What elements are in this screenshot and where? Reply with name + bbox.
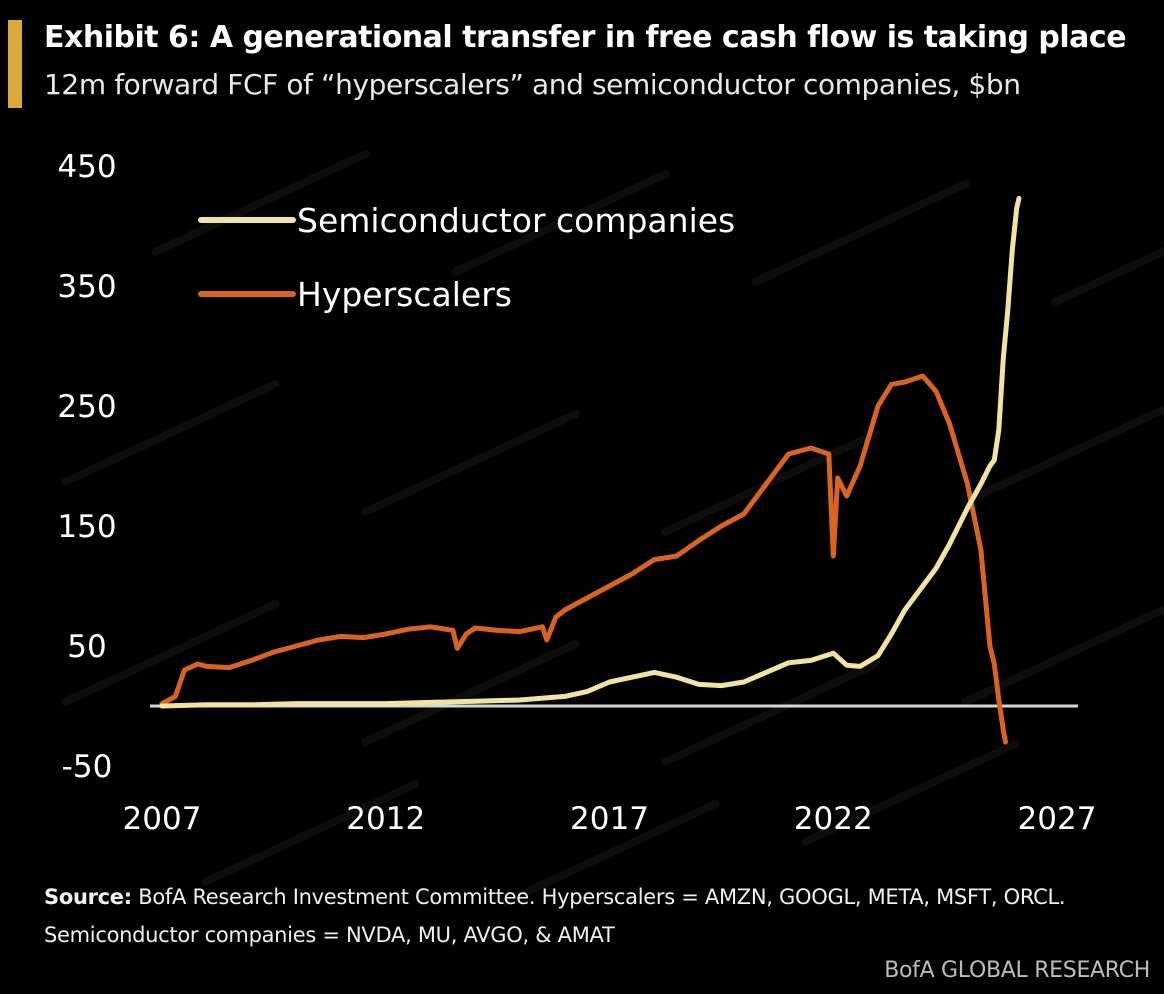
x-tick-label: 2017: [570, 801, 649, 837]
y-tick-label: 450: [57, 149, 116, 185]
watermark-mark: [961, 399, 1164, 506]
source-label: Source:: [44, 885, 132, 909]
watermark-mark: [61, 379, 280, 486]
watermark-mark: [661, 429, 880, 536]
source-note: Source: BofA Research Investment Committ…: [44, 878, 1154, 954]
series-line-hyperscalers: [159, 373, 1008, 745]
x-tick-label: 2012: [346, 801, 425, 837]
watermark-mark: [661, 659, 880, 766]
watermark-mark: [201, 779, 420, 886]
legend-label-semiconductor-companies: Semiconductor companies: [297, 201, 735, 240]
source-text-2: Semiconductor companies = NVDA, MU, AVGO…: [44, 923, 615, 947]
y-tick-label: -50: [62, 749, 113, 785]
watermark-mark: [451, 169, 670, 276]
branding-logo-text: BofA GLOBAL RESEARCH: [884, 958, 1150, 983]
watermark-mark: [151, 149, 370, 256]
y-tick-label: 150: [57, 509, 116, 545]
y-tick-label: 350: [57, 269, 116, 305]
source-text: BofA Research Investment Committee. Hype…: [138, 885, 1066, 909]
x-tick-label: 2022: [794, 801, 873, 837]
x-axis-ticks: 2007 2012 2017 2022 2027: [123, 801, 1097, 837]
chart-title: Exhibit 6: A generational transfer in fr…: [44, 20, 1127, 55]
watermark-mark: [361, 639, 580, 746]
watermark-mark: [361, 409, 580, 516]
legend: Semiconductor companies Hyperscalers: [198, 201, 735, 314]
x-tick-label: 2007: [123, 801, 202, 837]
y-tick-label: 250: [57, 389, 116, 425]
x-tick-label: 2027: [1018, 801, 1097, 837]
accent-bar: [8, 20, 22, 108]
series-line-semiconductor-companies: [159, 195, 1022, 709]
watermark-mark: [961, 599, 1164, 706]
watermark-mark: [501, 799, 720, 906]
series-layer: [159, 195, 1022, 745]
watermark-layer: [61, 149, 1164, 906]
watermark-mark: [61, 599, 280, 706]
chart-subtitle: 12m forward FCF of “hyperscalers” and se…: [44, 68, 1021, 101]
watermark-mark: [751, 179, 970, 286]
watermark-mark: [1051, 199, 1164, 306]
y-axis-ticks: -50 50 150 250 350 450: [57, 149, 116, 785]
legend-label-hyperscalers: Hyperscalers: [297, 275, 512, 314]
watermark-mark: [801, 739, 1020, 846]
y-tick-label: 50: [67, 629, 106, 665]
